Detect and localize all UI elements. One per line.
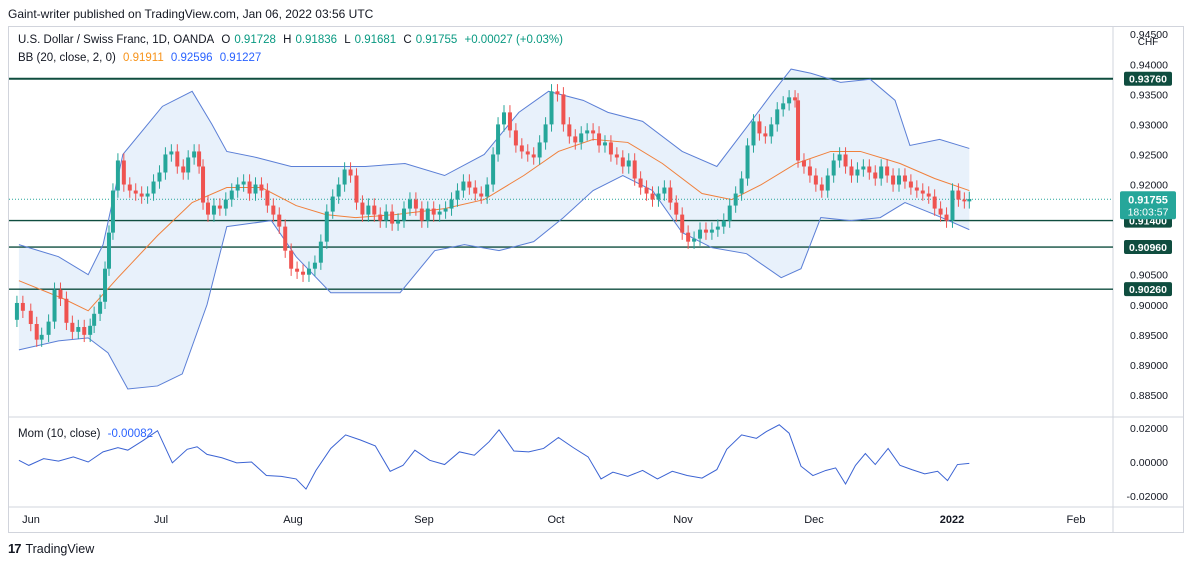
symbol-name[interactable]: U.S. Dollar / Swiss Franc, 1D, OANDA xyxy=(18,34,215,46)
high-label: H xyxy=(283,34,292,46)
change-value: +0.00027 (+0.03%) xyxy=(464,34,563,46)
chart-frame xyxy=(8,26,1184,533)
open-label: O xyxy=(221,34,231,46)
bb-upper-value: 0.92596 xyxy=(170,52,213,64)
close-label: C xyxy=(403,34,412,46)
close-value: 0.91755 xyxy=(415,34,458,46)
open-value: 0.91728 xyxy=(234,34,276,46)
low-value: 0.91681 xyxy=(354,34,397,46)
mom-legend: Mom (10, close) -0.00082 xyxy=(18,428,157,440)
bb-legend: BB (20, close, 2, 0) 0.91911 0.92596 0.9… xyxy=(18,52,265,64)
high-value: 0.91836 xyxy=(295,34,338,46)
publisher-line: Gaint-writer published on TradingView.co… xyxy=(8,7,374,21)
low-label: L xyxy=(344,34,351,46)
mom-value: -0.00082 xyxy=(107,428,154,440)
footer-brand: TradingView xyxy=(25,541,95,556)
tradingview-logo-icon[interactable]: 17 xyxy=(8,541,22,556)
bb-label[interactable]: BB (20, close, 2, 0) xyxy=(18,52,116,64)
symbol-legend: U.S. Dollar / Swiss Franc, 1D, OANDA O 0.… xyxy=(18,34,567,46)
bb-lower-value: 0.91227 xyxy=(219,52,262,64)
footer: 17 TradingView xyxy=(8,541,94,556)
mom-label[interactable]: Mom (10, close) xyxy=(18,428,101,440)
bb-basis-value: 0.91911 xyxy=(123,52,164,64)
